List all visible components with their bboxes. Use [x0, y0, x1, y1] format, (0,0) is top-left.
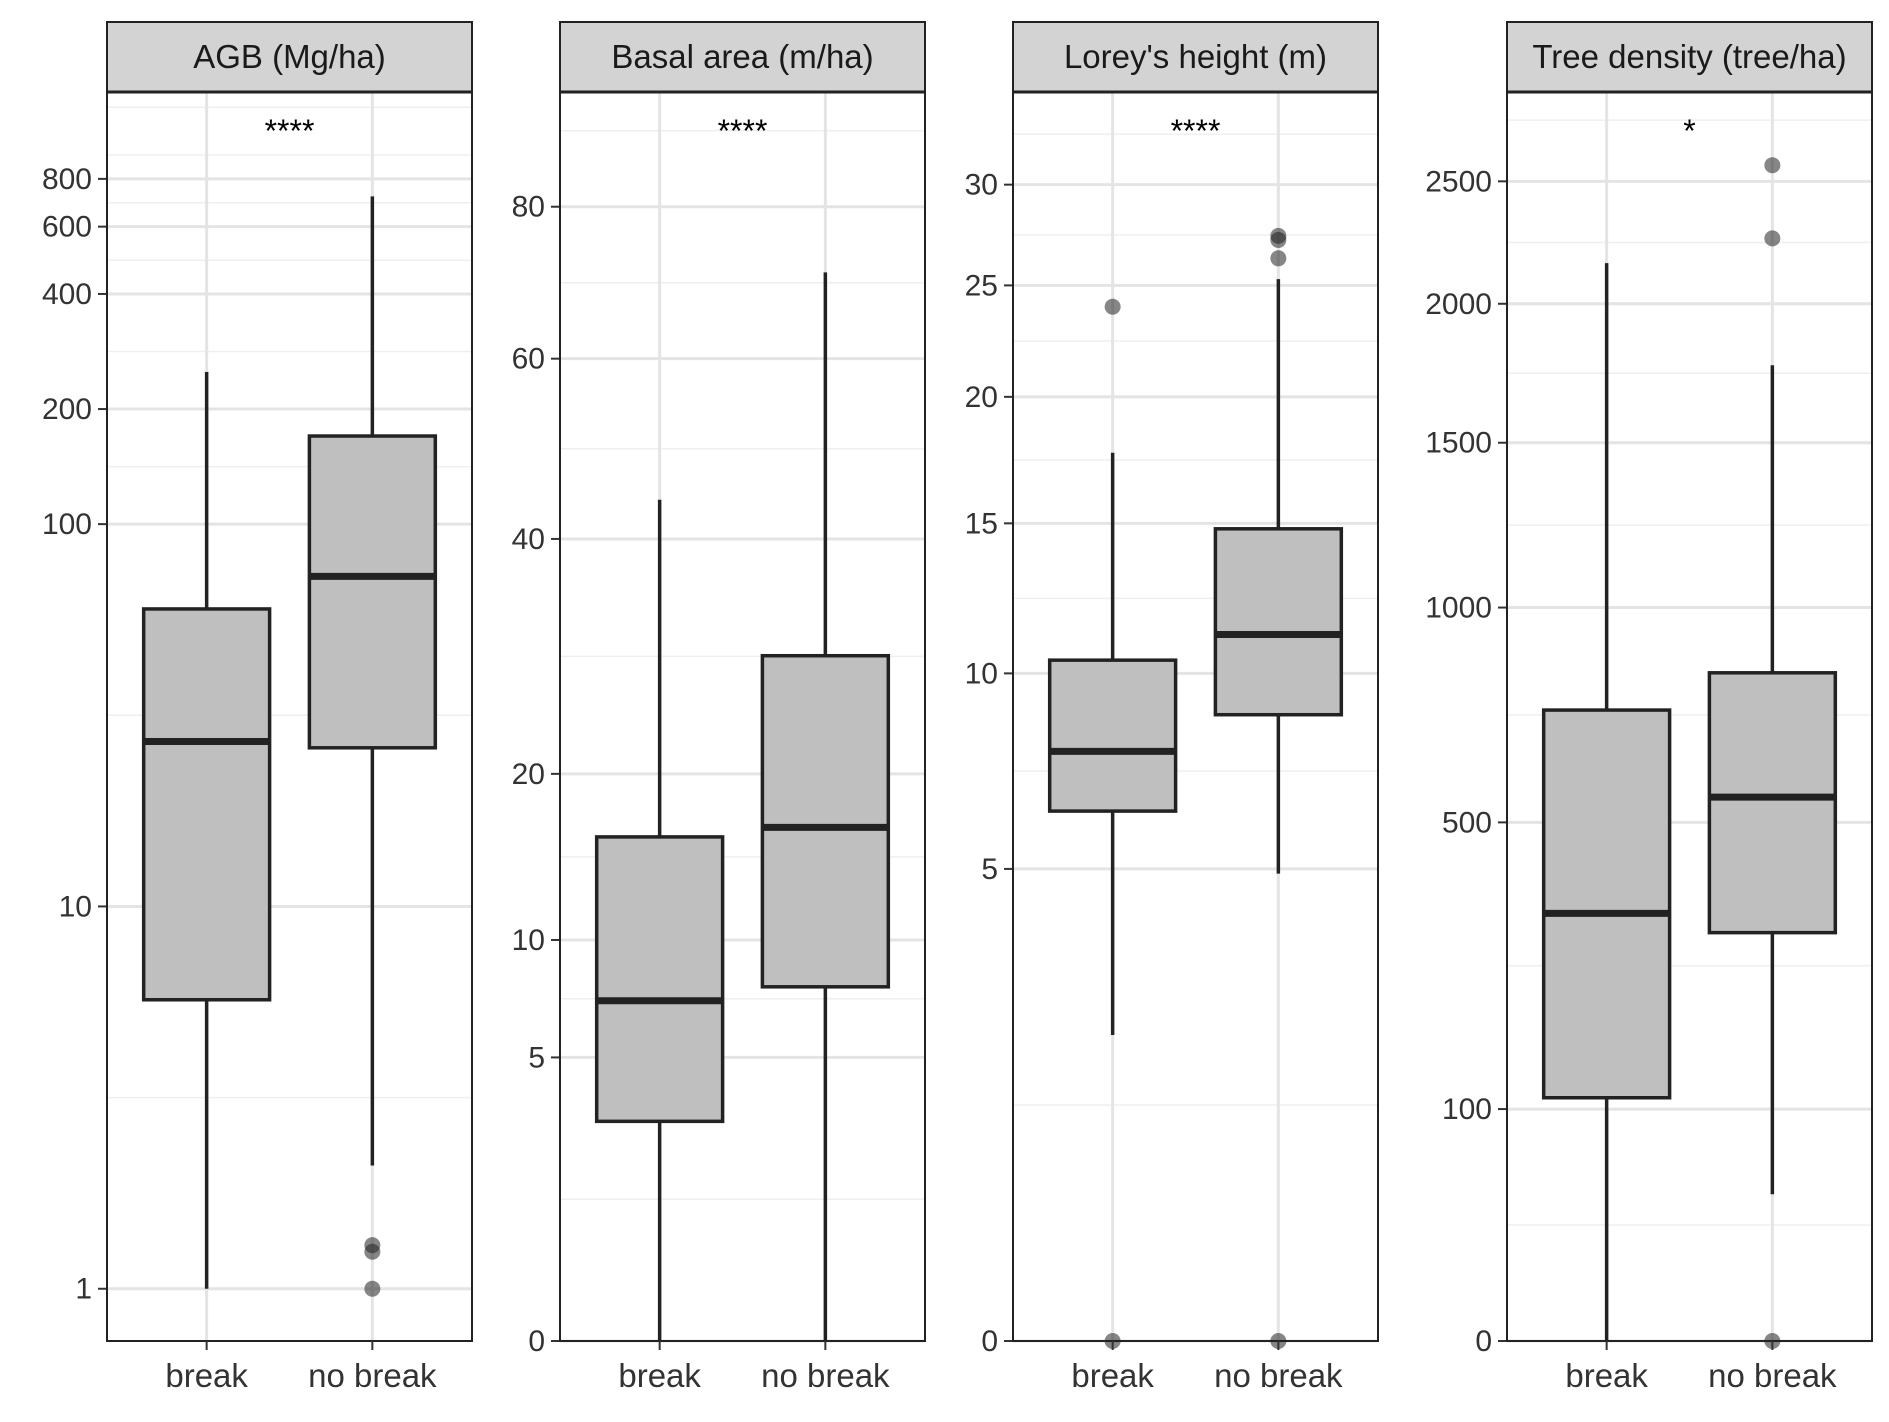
panel-1: 0 5 10 20 40 60 80 **** Basal area (m/ha) break no… — [512, 21, 926, 1394]
x-tick-label: no break — [1214, 1357, 1343, 1394]
y-tick-label: 600 — [42, 211, 92, 244]
y-tick-label: 25 — [965, 269, 998, 302]
y-tick-label: 10 — [59, 890, 92, 923]
y-tick-label: 500 — [1442, 806, 1492, 839]
y-tick-label: 1500 — [1425, 427, 1492, 460]
box-no-break — [1213, 227, 1344, 1349]
significance-label: * — [1683, 113, 1695, 149]
y-tick-label: 1000 — [1425, 592, 1492, 625]
x-tick-label: no break — [1708, 1357, 1837, 1394]
box-iqr — [1707, 671, 1838, 935]
x-tick-label: break — [1565, 1357, 1648, 1394]
box-break — [141, 371, 272, 1289]
y-tick-label: 30 — [965, 169, 998, 202]
significance-label: **** — [1171, 113, 1221, 149]
outlier-point — [364, 1280, 381, 1297]
y-tick-label: 20 — [512, 758, 545, 791]
box-break — [1541, 263, 1672, 1341]
y-tick-label: 800 — [42, 163, 92, 196]
y-tick-label: 1 — [75, 1273, 92, 1306]
significance-label: **** — [718, 113, 768, 149]
outlier-point — [1270, 250, 1287, 267]
outlier-point — [1104, 298, 1121, 315]
panel-title: Lorey's height (m) — [1064, 38, 1327, 75]
outlier-point — [1270, 231, 1287, 248]
y-tick-label: 2500 — [1425, 165, 1492, 198]
panel-3: 0 100 500 1000 1500 2000 2500 * Tree density (tr… — [1425, 21, 1873, 1394]
strip-header — [1506, 21, 1873, 93]
panel-title: Tree density (tree/ha) — [1532, 38, 1846, 75]
y-tick-label: 10 — [965, 657, 998, 690]
box-iqr — [141, 607, 272, 1002]
outlier-point — [1764, 157, 1781, 174]
y-tick-label: 100 — [1442, 1093, 1492, 1126]
y-tick-label: 2000 — [1425, 288, 1492, 321]
panel-title: AGB (Mg/ha) — [193, 38, 386, 75]
outlier-point — [1764, 230, 1781, 247]
box-iqr — [760, 653, 891, 989]
strip-header — [106, 21, 473, 93]
y-tick-label: 10 — [512, 924, 545, 957]
strip-header — [559, 21, 926, 93]
y-tick-label: 0 — [1475, 1325, 1492, 1358]
box-break — [594, 499, 725, 1341]
x-tick-label: break — [165, 1357, 248, 1394]
box-iqr — [1541, 708, 1672, 1100]
panel-2: 0 5 10 15 20 25 30 **** Lorey's height (m) break n… — [965, 21, 1379, 1394]
x-tick-label: break — [618, 1357, 701, 1394]
box-iqr — [1213, 527, 1344, 717]
y-tick-label: 60 — [512, 343, 545, 376]
y-tick-label: 0 — [528, 1325, 545, 1358]
y-tick-label: 80 — [512, 191, 545, 224]
box-iqr — [307, 434, 438, 750]
y-tick-label: 100 — [42, 508, 92, 541]
box-no-break — [1707, 157, 1838, 1349]
outlier-point — [364, 1243, 381, 1260]
y-tick-label: 400 — [42, 278, 92, 311]
y-tick-label: 5 — [528, 1041, 545, 1074]
y-tick-label: 15 — [965, 507, 998, 540]
y-tick-label: 20 — [965, 381, 998, 414]
panel-title: Basal area (m/ha) — [611, 38, 873, 75]
y-tick-label: 5 — [981, 853, 998, 886]
box-iqr — [1047, 658, 1178, 813]
x-tick-label: no break — [761, 1357, 890, 1394]
x-tick-label: break — [1071, 1357, 1154, 1394]
y-tick-label: 200 — [42, 393, 92, 426]
x-tick-label: no break — [308, 1357, 437, 1394]
box-break — [1047, 298, 1178, 1349]
box-no-break — [760, 272, 891, 1341]
box-no-break — [307, 196, 438, 1297]
box-iqr — [594, 835, 725, 1124]
y-tick-label: 0 — [981, 1325, 998, 1358]
y-tick-label: 40 — [512, 523, 545, 556]
significance-label: **** — [265, 113, 315, 149]
panel-0: 1 10 100 200 400 600 800 **** AGB (Mg/ha) break no… — [42, 21, 473, 1394]
